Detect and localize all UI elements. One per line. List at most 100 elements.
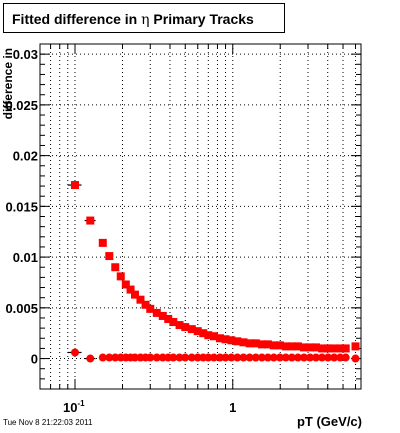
data-point-circle [311,353,320,362]
data-point-circle [181,353,190,362]
y-tick-label: 0.02 [13,149,38,164]
data-point-circle [287,353,296,362]
data-point-circle [263,353,272,362]
data-point-square [111,263,120,272]
grid [39,44,361,389]
data-point-square [193,327,202,336]
data-point-circle [227,353,236,362]
data-point-square [164,314,173,323]
data-point-circle [351,354,360,363]
x-tick-label: 10-1 [63,399,85,415]
data-point-square [158,311,167,320]
data-point-circle [239,353,248,362]
data-point-square [251,339,260,348]
data-point-square [187,325,196,334]
data-point-square [146,304,155,313]
data-point-square [181,323,190,332]
data-point-square [311,343,320,352]
data-point-circle [245,353,254,362]
data-point-circle [175,353,184,362]
data-point-square [245,339,254,348]
x-tick-label: 1 [229,400,236,415]
y-axis-label: difference in [1,48,15,119]
data-point-square [136,295,145,304]
data-point-square [116,272,125,281]
data-point-circle [281,353,290,362]
data-point-square [221,335,230,344]
y-tick-label: 0.025 [5,98,38,113]
data-point-circle [306,353,315,362]
data-point-circle [330,353,339,362]
data-point-circle [152,353,161,362]
data-point-square [141,300,150,309]
data-point-circle [251,353,260,362]
chart-title: Fitted difference in η Primary Tracks [12,11,254,28]
data-point-square [70,181,79,190]
data-point-circle [221,353,230,362]
data-point-square [336,344,345,353]
title-eta-symbol: η [141,12,150,28]
data-point-square [204,331,213,340]
data-point-square [215,334,224,343]
plot-frame [39,43,362,390]
data-point-square [130,290,139,299]
data-point-circle [146,353,155,362]
data-point-circle [293,353,302,362]
data-point-circle [130,353,139,362]
data-point-square [209,332,218,341]
data-point-circle [269,353,278,362]
data-point-square [257,340,266,349]
data-point-square [126,285,135,294]
data-point-square [351,342,360,351]
data-point-square [175,321,184,330]
data-point-square [281,342,290,351]
data-points [67,181,360,363]
data-point-circle [193,353,202,362]
data-point-square [233,337,242,346]
data-point-square [86,216,95,225]
data-point-circle [169,353,178,362]
y-tick-label: 0.01 [13,250,38,265]
y-tick-label: 0.015 [5,199,38,214]
data-point-square [199,329,208,338]
data-point-square [98,238,107,247]
title-box: Fitted difference in η Primary Tracks [3,3,285,33]
data-point-circle [209,353,218,362]
data-point-square [287,342,296,351]
data-point-square [227,336,236,345]
data-point-circle [204,353,213,362]
data-point-square [275,341,284,350]
x-tick-exponent: -1 [77,399,85,408]
x-axis-label: pT (GeV/c) [297,414,362,429]
data-point-square [293,342,302,351]
data-point-circle [336,353,345,362]
data-point-square [152,308,161,317]
data-point-circle [105,353,114,362]
data-point-circle [341,353,350,362]
data-point-circle [111,353,120,362]
data-point-circle [98,353,107,362]
data-point-square [121,280,130,289]
data-point-square [330,344,339,353]
data-point-square [341,344,350,353]
data-point-circle [86,354,95,363]
data-point-circle [233,353,242,362]
data-point-circle [300,353,309,362]
data-point-circle [275,353,284,362]
data-point-square [239,338,248,347]
y-tick-label: 0.03 [13,47,38,62]
data-point-square [306,343,315,352]
data-point-square [263,340,272,349]
timestamp: Tue Nov 8 21:22:03 2011 [3,418,93,427]
data-point-circle [70,348,79,357]
data-point-square [300,343,309,352]
title-suffix: Primary Tracks [153,11,254,27]
data-point-square [269,341,278,350]
data-point-circle [158,353,167,362]
data-point-square [318,344,327,353]
title-prefix: Fitted difference in [12,11,138,27]
data-point-circle [318,353,327,362]
data-point-square [169,318,178,327]
data-point-square [105,252,114,261]
